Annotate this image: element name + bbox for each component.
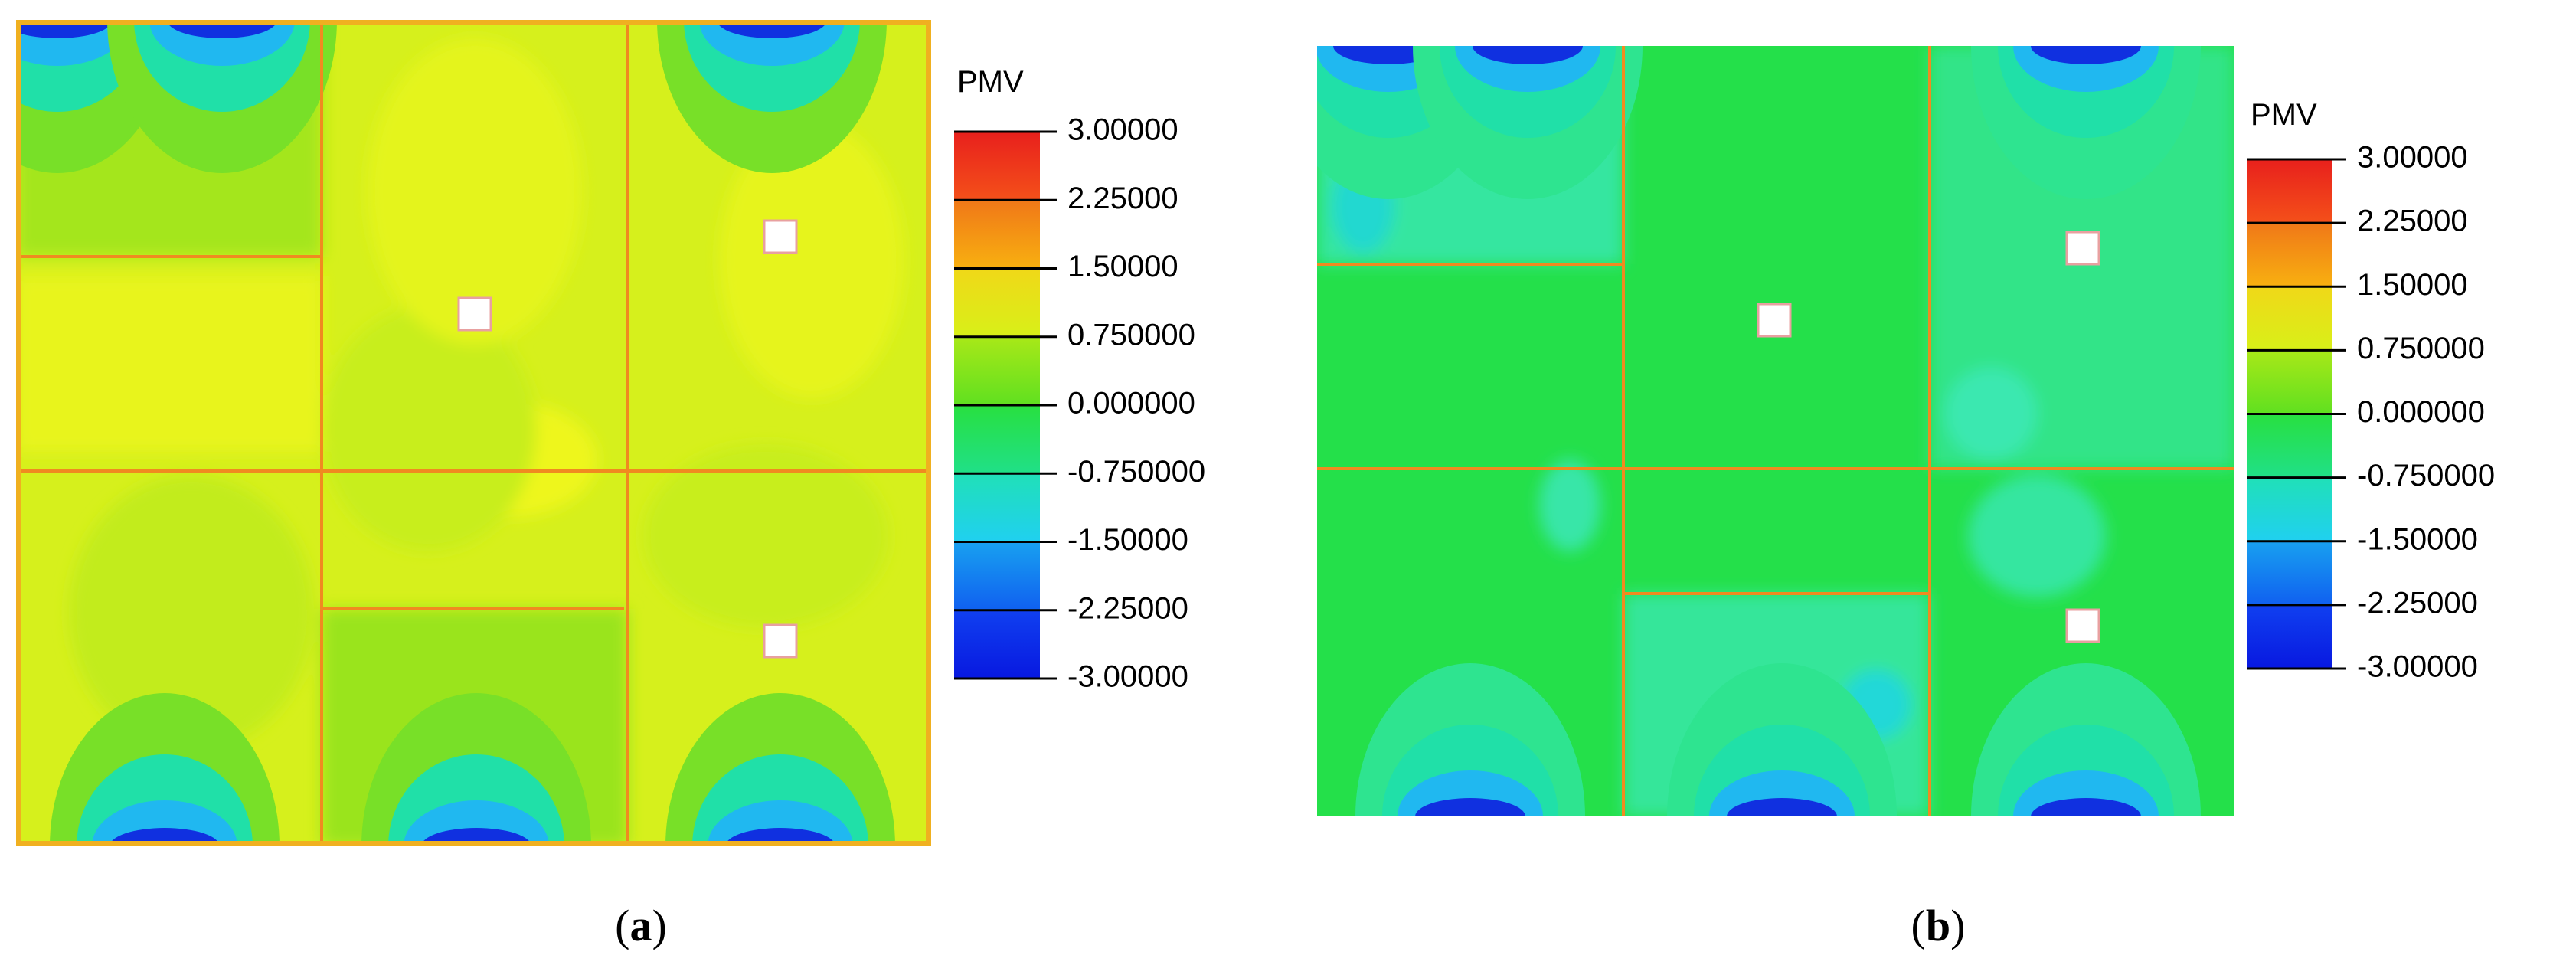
vents: [1317, 46, 2201, 816]
vents: [16, 20, 895, 846]
colorbar-label: -2.25000: [2357, 586, 2478, 620]
column: [763, 219, 798, 254]
colorbar-label: -0.750000: [1067, 455, 1205, 489]
colorbar-label: -3.00000: [2357, 650, 2478, 684]
contour-field: [16, 20, 931, 846]
contour-region: [69, 475, 314, 751]
contour-region: [322, 306, 536, 551]
colorbar-label: 0.750000: [1067, 318, 1195, 352]
colorbar-label: -2.25000: [1067, 591, 1188, 625]
panel-b: [1317, 46, 2234, 816]
colorbar-label: -3.00000: [1067, 660, 1188, 694]
contour-region: [643, 444, 888, 628]
column: [2065, 231, 2100, 266]
contour-region: [1968, 475, 2106, 597]
contour-field: [1317, 46, 2234, 816]
contour-region: [1945, 368, 2037, 460]
caption: (b): [1911, 901, 1966, 950]
legend-title: PMV: [2251, 98, 2317, 132]
colorbar-label: 3.00000: [1067, 113, 1178, 147]
vent-contour: [2031, 46, 2141, 64]
colorbar: 3.00000 2.25000 1.50000 0.750000 0.000000 -0.…: [2247, 141, 2495, 684]
contour-region: [1539, 460, 1600, 551]
contour-region: [720, 123, 904, 398]
panel-a: [16, 20, 931, 846]
contour-region: [368, 38, 582, 345]
column: [763, 623, 798, 659]
colorbar-label: 0.750000: [2357, 332, 2485, 365]
colorbar-label: 0.000000: [2357, 395, 2485, 429]
colorbar-label: -1.50000: [2357, 522, 2478, 556]
colorbar: 3.00000 2.25000 1.50000 0.750000 0.000000 -0.…: [954, 113, 1205, 694]
vent-contour: [1415, 798, 1525, 816]
vent-contour: [1727, 798, 1837, 816]
contour-region: [16, 276, 322, 452]
colorbar-label: 1.50000: [2357, 268, 2468, 302]
colorbar-label: -0.750000: [2357, 459, 2495, 492]
column: [1757, 303, 1792, 338]
column: [457, 296, 492, 332]
legend-title: PMV: [957, 65, 1024, 99]
colorbar-label: 0.000000: [1067, 387, 1195, 420]
vent-contour: [2031, 798, 2141, 816]
colorbar-label: -1.50000: [1067, 523, 1188, 557]
column: [2065, 608, 2100, 643]
colorbar-label: 2.25000: [2357, 204, 2468, 238]
vent-contour: [1473, 46, 1583, 64]
colorbar-label: 3.00000: [2357, 141, 2468, 175]
colorbar-label: 1.50000: [1067, 250, 1178, 283]
colorbar-label: 2.25000: [1067, 182, 1178, 215]
caption: (a): [615, 901, 667, 950]
